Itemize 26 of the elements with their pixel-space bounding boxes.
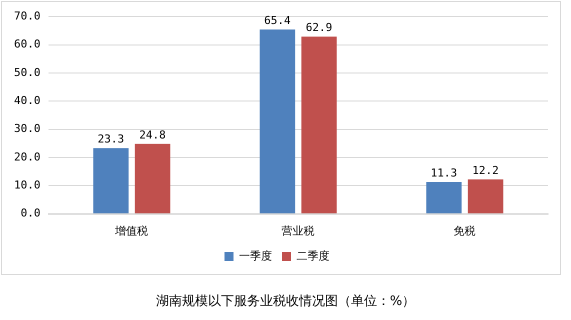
bar: [468, 179, 504, 214]
x-tick-label: 增值税: [114, 224, 148, 238]
legend-label: 一季度: [239, 250, 272, 263]
bar: [301, 36, 337, 214]
y-tick-label: 50.0: [14, 66, 40, 79]
data-label: 24.8: [139, 128, 166, 142]
legend-label: 二季度: [296, 250, 330, 263]
x-tick-label: 营业税: [282, 224, 315, 238]
x-tick-label: 免税: [454, 224, 476, 238]
bar: [260, 30, 296, 214]
y-tick-label: 70.0: [14, 9, 40, 22]
y-tick-label: 60.0: [14, 38, 40, 51]
text: 湖南规模以下服务业税收情况图（单位：%）: [154, 293, 416, 310]
data-label: 12.2: [472, 164, 499, 177]
data-label: 65.4: [264, 14, 292, 27]
y-tick-label: 40.0: [14, 94, 40, 107]
bar: [426, 182, 462, 214]
data-label: 11.3: [430, 166, 458, 180]
y-tick-label: 10.0: [14, 178, 40, 192]
y-tick-label: 20.0: [14, 150, 40, 164]
bar: [134, 144, 170, 214]
data-label: 62.9: [306, 20, 332, 34]
data-label: 23.3: [98, 132, 124, 146]
bar: [93, 148, 129, 214]
y-tick-label: 0.0: [20, 206, 40, 220]
y-tick-label: 30.0: [14, 122, 40, 136]
